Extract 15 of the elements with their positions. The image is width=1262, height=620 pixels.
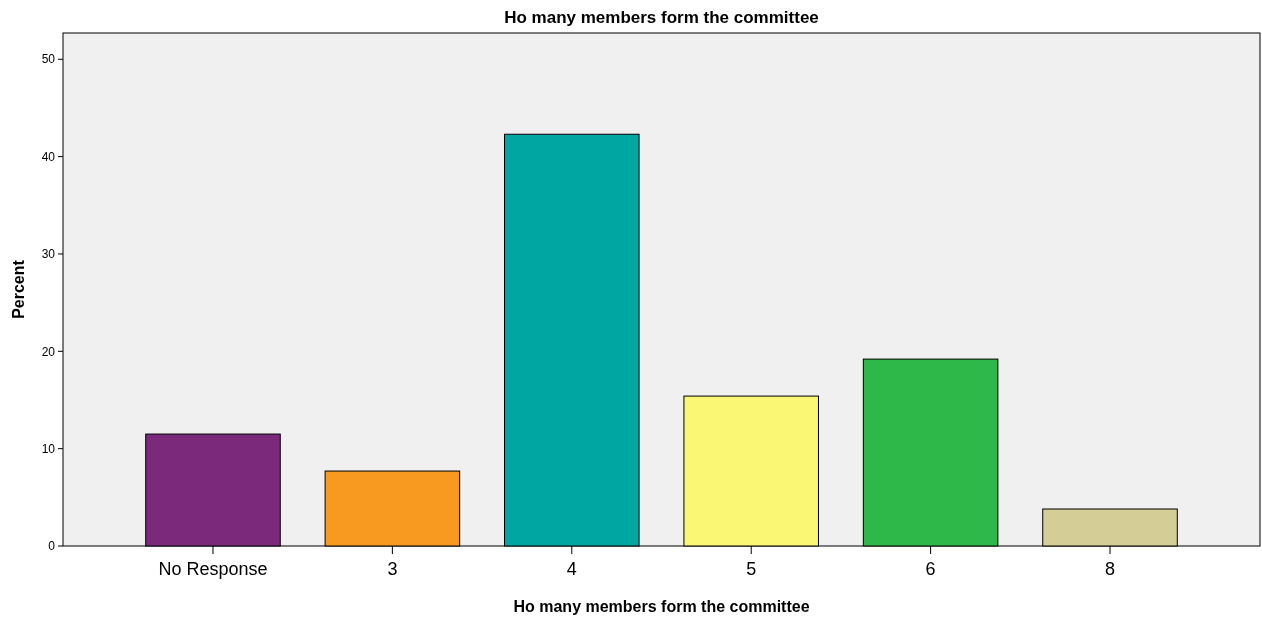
y-tick-label: 30 (41, 247, 56, 262)
x-tick-label: 4 (566, 559, 577, 579)
x-tick-label: 3 (387, 559, 398, 579)
y-tick-label: 20 (41, 344, 56, 359)
y-tick-label: 10 (41, 441, 56, 456)
x-tick-label: 8 (1105, 559, 1116, 579)
y-tick-label: 40 (41, 149, 56, 164)
x-tick-label: 6 (925, 559, 936, 579)
y-axis-title: Percent (10, 259, 27, 319)
x-tick-label: 5 (746, 559, 757, 579)
y-tick-label: 50 (41, 52, 56, 67)
x-axis-title: Ho many members form the committee (513, 598, 810, 615)
chart-title: Ho many members form the committee (504, 8, 819, 27)
y-tick-label: 0 (48, 539, 56, 554)
x-tick-label: No Response (158, 559, 268, 579)
